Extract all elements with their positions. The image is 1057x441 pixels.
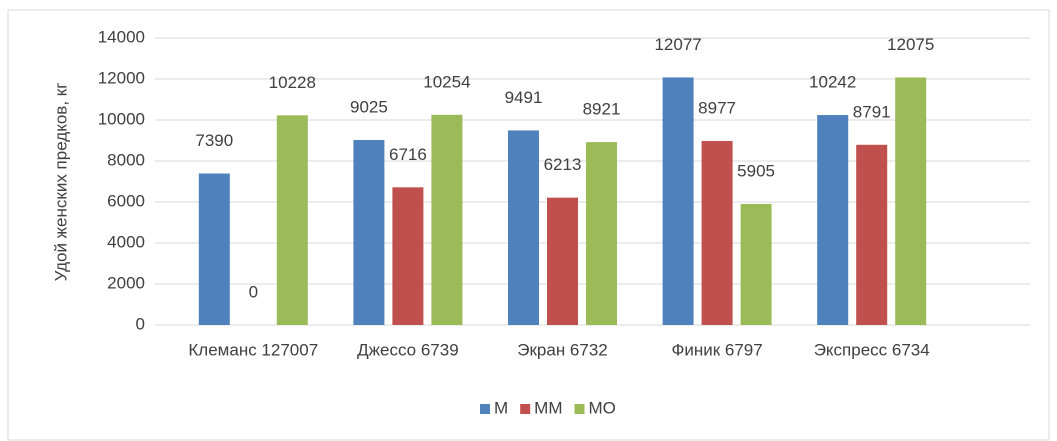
data-label: 10228 — [269, 73, 316, 92]
bar — [856, 144, 888, 325]
bar — [508, 130, 539, 325]
data-label: 12077 — [654, 35, 701, 54]
bar — [586, 142, 617, 325]
bar — [392, 187, 424, 325]
bar — [547, 197, 578, 325]
legend-label: М — [494, 398, 508, 417]
data-label: 12075 — [887, 35, 934, 54]
data-label: 5905 — [737, 161, 775, 180]
y-tick-label: 8000 — [107, 150, 145, 169]
data-label: 9491 — [505, 88, 543, 107]
data-label: 10254 — [423, 72, 470, 91]
data-label: 9025 — [350, 97, 388, 116]
bar — [431, 114, 463, 325]
bar — [740, 203, 772, 325]
bar — [662, 77, 694, 325]
x-tick-label: Экспресс 6734 — [814, 340, 930, 359]
data-label: 7390 — [195, 131, 233, 150]
bar — [817, 115, 849, 325]
y-tick-label: 0 — [136, 314, 145, 333]
legend-label: ММ — [534, 398, 562, 417]
data-label: 10242 — [809, 73, 856, 92]
x-tick-label: Клеманс 127007 — [188, 340, 318, 359]
x-tick-label: Финик 6797 — [671, 340, 762, 359]
legend-label: МО — [589, 398, 616, 417]
data-label: 8977 — [698, 98, 736, 117]
bar — [353, 139, 385, 325]
x-tick-label: Экран 6732 — [517, 340, 608, 359]
data-label: 6716 — [389, 145, 427, 164]
y-tick-label: 2000 — [107, 273, 145, 292]
y-tick-label: 6000 — [107, 191, 145, 210]
data-label: 0 — [249, 282, 258, 301]
legend-swatch — [480, 404, 490, 414]
y-tick-label: 4000 — [107, 232, 145, 251]
bar — [701, 140, 733, 325]
data-label: 8791 — [853, 102, 891, 121]
data-label: 6213 — [544, 155, 582, 174]
bar — [276, 115, 308, 326]
y-tick-label: 12000 — [98, 68, 145, 87]
legend-swatch — [574, 404, 585, 414]
legend-swatch — [520, 404, 531, 414]
data-label: 8921 — [583, 100, 621, 119]
bar — [895, 77, 927, 326]
y-tick-label: 14000 — [98, 27, 145, 46]
y-axis-label: Удой женских предков, кг — [51, 83, 70, 282]
y-tick-label: 10000 — [98, 109, 145, 128]
bar — [198, 173, 230, 325]
x-tick-label: Джессо 6739 — [357, 340, 459, 359]
